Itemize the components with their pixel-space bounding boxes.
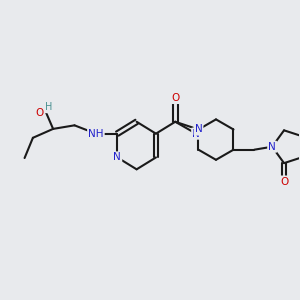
- Text: H: H: [45, 102, 52, 112]
- Text: N: N: [113, 152, 121, 162]
- Text: NH: NH: [88, 129, 104, 139]
- Text: O: O: [35, 108, 44, 118]
- Text: N: N: [192, 129, 200, 139]
- Text: O: O: [280, 177, 288, 187]
- Text: N: N: [195, 124, 203, 134]
- Text: O: O: [171, 93, 179, 103]
- Text: N: N: [268, 142, 276, 152]
